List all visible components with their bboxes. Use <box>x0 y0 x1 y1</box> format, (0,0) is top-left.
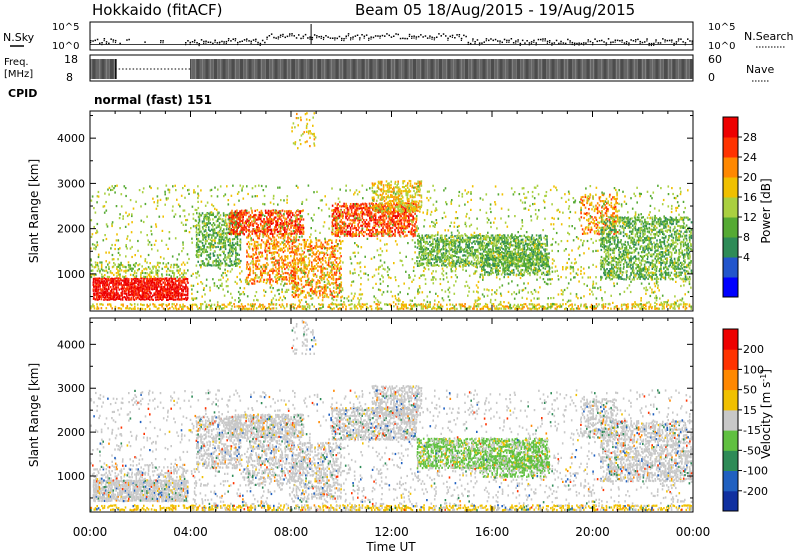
velocity-colorbar-tick: 200 <box>743 343 764 356</box>
power-ytick: 4000 <box>57 132 85 145</box>
velocity-colorbar-tick: 50 <box>743 384 757 397</box>
power-colorbar-segment <box>723 257 738 278</box>
power-colorbar-segment <box>723 277 738 298</box>
velocity-colorbar-segment <box>723 430 738 451</box>
freq-label: Freq. <box>4 57 29 68</box>
nave-tick-high: 60 <box>708 53 722 66</box>
velocity-colorbar-segment <box>723 329 738 350</box>
power-colorbar-segment <box>723 217 738 238</box>
velocity-colorbar-segment <box>723 490 738 512</box>
nsky-panel: N.Sky 10^5 10^0 10^5 10^0 N.Search <box>3 21 794 52</box>
power-colorbar-label: Power [dB] <box>759 178 773 243</box>
velocity-panel: 1000 2000 3000 4000 00:00 04:00 08:00 12:00 16:… <box>27 111 710 554</box>
power-colorbar-segment <box>723 197 738 218</box>
freq-unit-label: [MHz] <box>4 69 33 80</box>
velocity-ylabel: Slant Range [km] <box>27 363 41 467</box>
velocity-colorbar-tick: 15 <box>743 404 757 417</box>
nsky-label: N.Sky <box>3 31 35 44</box>
freq-panel: Freq. [MHz] 18 8 60 0 Nave <box>4 53 774 84</box>
power-colorbar-segment <box>723 137 738 158</box>
velocity-ytick: 3000 <box>57 382 85 395</box>
velocity-ytick: 1000 <box>57 470 85 483</box>
power-colorbar-tick: 24 <box>743 151 757 164</box>
nsky-tick-high: 10^5 <box>52 22 79 33</box>
freq-tick-high: 18 <box>64 53 78 66</box>
power-colorbar-segment <box>723 237 738 258</box>
x-tick-label: 00:00 <box>676 525 711 539</box>
velocity-colorbar-segment <box>723 369 738 391</box>
freq-tick-low: 8 <box>66 71 73 84</box>
velocity-colorbar-segment <box>723 409 738 431</box>
x-axis-label: Time UT <box>365 540 416 554</box>
power-ylabel: Slant Range [km] <box>27 159 41 263</box>
power-ytick: 2000 <box>57 223 85 236</box>
power-ytick: 1000 <box>57 268 85 281</box>
velocity-colorbar-tick: -15 <box>743 424 761 437</box>
power-colorbar-segment <box>723 177 738 198</box>
velocity-colorbar-label: Velocity [m s-1] <box>759 369 773 459</box>
cpid-text: normal (fast) 151 <box>94 93 212 107</box>
nave-tick-low: 0 <box>708 71 715 84</box>
velocity-ytick: 4000 <box>57 338 85 351</box>
x-tick-label: 12:00 <box>374 525 409 539</box>
power-panel: 1000 2000 3000 4000 Slant Range [km] <box>27 110 694 312</box>
power-colorbar-tick: 8 <box>743 231 750 244</box>
nsky-tick-low: 10^0 <box>52 41 79 52</box>
x-tick-label: 04:00 <box>173 525 208 539</box>
velocity-colorbar: 200 100 50 15 -15 -50 -100 -200 <box>722 328 768 512</box>
power-colorbar-tick: 12 <box>743 211 757 224</box>
velocity-colorbar-tick: -50 <box>743 444 761 457</box>
cpid-label: CPID <box>8 87 37 100</box>
velocity-colorbar-segment <box>723 349 738 370</box>
velocity-ytick: 2000 <box>57 426 85 439</box>
power-colorbar-tick: 4 <box>743 251 750 264</box>
nsearch-tick-low: 10^0 <box>708 41 735 52</box>
velocity-colorbar-segment <box>723 450 738 471</box>
nsearch-tick-high: 10^5 <box>708 22 735 33</box>
power-colorbar-segment <box>723 157 738 178</box>
nave-label: Nave <box>746 63 774 76</box>
velocity-colorbar-tick: 100 <box>743 363 764 376</box>
power-colorbar: 28 24 20 16 12 8 4 <box>722 116 757 298</box>
power-colorbar-segment <box>723 117 738 138</box>
nsearch-label: N.Search <box>744 30 794 43</box>
x-tick-label: 00:00 <box>73 525 108 539</box>
power-colorbar-tick: 16 <box>743 191 757 204</box>
velocity-colorbar-segment <box>723 470 738 492</box>
power-colorbar-tick: 20 <box>743 171 757 184</box>
x-tick-label: 08:00 <box>274 525 309 539</box>
power-colorbar-tick: 28 <box>743 131 757 144</box>
beam-info: Beam 05 18/Aug/2015 - 19/Aug/2015 <box>355 1 635 19</box>
x-tick-label: 16:00 <box>475 525 510 539</box>
velocity-colorbar-tick: -200 <box>743 485 768 498</box>
velocity-colorbar-segment <box>723 389 738 411</box>
station-title: Hokkaido (fitACF) <box>92 1 223 19</box>
x-tick-label: 20:00 <box>575 525 610 539</box>
power-ytick: 3000 <box>57 177 85 190</box>
velocity-colorbar-tick: -100 <box>743 465 768 478</box>
